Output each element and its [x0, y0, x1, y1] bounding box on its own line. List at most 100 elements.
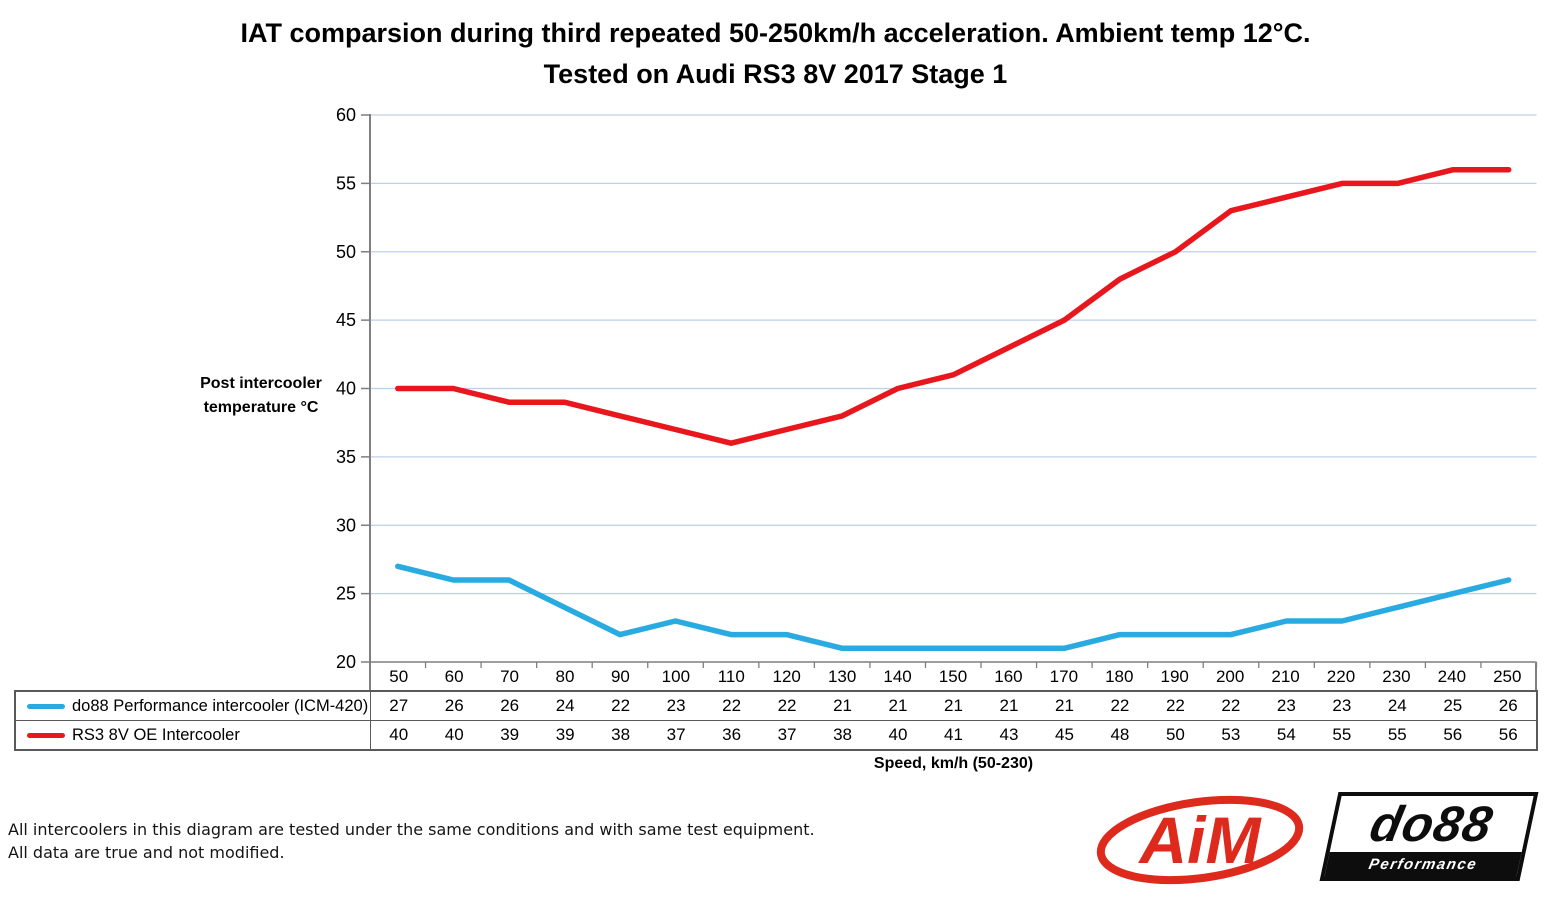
legend-line-swatch: [27, 703, 65, 709]
table-value: 53: [1221, 725, 1241, 744]
table-value: 26: [444, 696, 464, 715]
y-tick-label: 35: [336, 447, 356, 467]
disclaimer-text: All intercoolers in this diagram are tes…: [8, 819, 815, 864]
x-axis-title: Speed, km/h (50-230): [873, 755, 1034, 772]
y-axis-title-line2: temperature °C: [203, 399, 319, 416]
x-tick-label: 220: [1326, 666, 1356, 686]
x-tick-label: 60: [444, 666, 464, 686]
y-tick-label: 30: [336, 515, 356, 535]
x-tick-label: 250: [1493, 666, 1522, 686]
table-value: 22: [1221, 696, 1241, 715]
legend-label: RS3 8V OE Intercooler: [72, 725, 240, 744]
table-value: 23: [1276, 696, 1296, 715]
table-value: 55: [1332, 725, 1352, 744]
x-tick-label: 130: [827, 666, 857, 686]
x-tick-label: 120: [772, 666, 801, 686]
table-value: 56: [1443, 725, 1463, 744]
table-value: 37: [666, 725, 686, 744]
y-tick-label: 55: [336, 173, 356, 193]
x-tick-label: 200: [1215, 666, 1245, 686]
y-tick-label: 50: [336, 242, 356, 262]
plot-area: 20 25 30 35 40 45 50 55 60: [336, 105, 1538, 672]
table-value: 26: [1498, 696, 1518, 715]
x-tick-label: 70: [500, 666, 520, 686]
y-tick-label: 20: [336, 652, 356, 672]
legend-label: do88 Performance intercooler (ICM-420): [72, 696, 369, 715]
chart-title-line2: Tested on Audi RS3 8V 2017 Stage 1: [543, 59, 1008, 89]
disclaimer-line2: All data are true and not modified.: [8, 842, 285, 862]
y-tick-label: 25: [336, 584, 356, 604]
chart-title-line1: IAT comparsion during third repeated 50-…: [240, 18, 1311, 48]
x-tick-label: 180: [1105, 666, 1134, 686]
x-tick-label: 170: [1049, 666, 1079, 686]
aim-logo-ellipse: [1096, 795, 1304, 885]
x-axis-labels: 50 60 70 80 90 100 110 120 130 140 150 160 170 180 190…: [369, 663, 1537, 690]
table-row-oe: RS3 8V OE Intercooler 40 40 39 39 38 37 36 37 38 4…: [16, 720, 1536, 749]
x-tick-label: 140: [883, 666, 912, 686]
y-tick-label: 40: [336, 379, 356, 399]
y-tick-label: 60: [336, 105, 356, 125]
table-value: 39: [555, 725, 575, 744]
table-value: 45: [1054, 725, 1074, 744]
table-value: 55: [1387, 725, 1407, 744]
table-value: 40: [389, 725, 409, 744]
table-value: 38: [833, 725, 852, 744]
table-value: 27: [389, 696, 409, 715]
x-tick-label: 160: [994, 666, 1023, 686]
table-value: 21: [833, 696, 852, 715]
y-tick-label: 45: [336, 310, 356, 330]
table-value: 36: [722, 725, 742, 744]
x-tick-label: 230: [1382, 666, 1411, 686]
table-value: 24: [1387, 696, 1407, 715]
x-tick-label: 240: [1437, 666, 1467, 686]
series-line-do88: [395, 563, 1512, 652]
chart-title: IAT comparsion during third repeated 50-…: [0, 13, 1551, 95]
x-tick-label: 110: [717, 666, 745, 686]
table-value: 22: [1165, 696, 1185, 715]
table-value: 56: [1498, 725, 1518, 744]
y-axis-title: Post intercooler temperature °C: [186, 372, 336, 420]
table-value: 23: [666, 696, 686, 715]
do88-logo: do88 Performance: [1319, 792, 1539, 881]
x-tick-label: 210: [1271, 666, 1300, 686]
x-tick-label: 190: [1160, 666, 1189, 686]
table-value: 21: [1054, 696, 1074, 715]
table-value: 21: [888, 696, 908, 715]
table-value: 50: [1165, 725, 1185, 744]
aim-logo: AiM: [1096, 795, 1304, 885]
table-value: 48: [1110, 725, 1130, 744]
x-tick-label: 50: [389, 666, 409, 686]
table-value: 24: [555, 696, 575, 715]
table-value: 22: [1110, 696, 1130, 715]
table-value: 23: [1332, 696, 1352, 715]
table-value: 37: [777, 725, 797, 744]
y-axis-title-line1: Post intercooler: [200, 375, 322, 392]
table-value: 39: [500, 725, 520, 744]
legend-key: RS3 8V OE Intercooler: [16, 721, 371, 749]
table-value: 21: [999, 696, 1019, 715]
table-value: 22: [722, 696, 742, 715]
table-value: 43: [999, 725, 1019, 744]
table-value: 25: [1443, 696, 1463, 715]
table-value: 26: [500, 696, 520, 715]
table-value: 40: [888, 725, 908, 744]
disclaimer-line1: All intercoolers in this diagram are tes…: [8, 820, 815, 839]
legend-line-swatch: [27, 732, 65, 738]
aim-logo-text: AiM: [1138, 803, 1263, 877]
table-value: 54: [1276, 725, 1296, 744]
table-value: 22: [777, 696, 797, 715]
do88-logo-subtext: Performance: [1324, 852, 1522, 877]
table-value: 22: [611, 696, 631, 715]
do88-logo-text: do88: [1365, 795, 1499, 852]
data-table: do88 Performance intercooler (ICM-420) 27…: [14, 690, 1538, 751]
x-tick-label: 80: [555, 666, 575, 686]
x-tick-label: 100: [661, 666, 691, 686]
table-value: 40: [444, 725, 464, 744]
table-value: 21: [944, 696, 963, 715]
series-line-oe: [395, 166, 1512, 446]
x-tick-label: 90: [610, 666, 630, 686]
legend-key: do88 Performance intercooler (ICM-420): [16, 692, 371, 720]
x-tick-label: 150: [938, 666, 968, 686]
table-value: 41: [944, 725, 963, 744]
